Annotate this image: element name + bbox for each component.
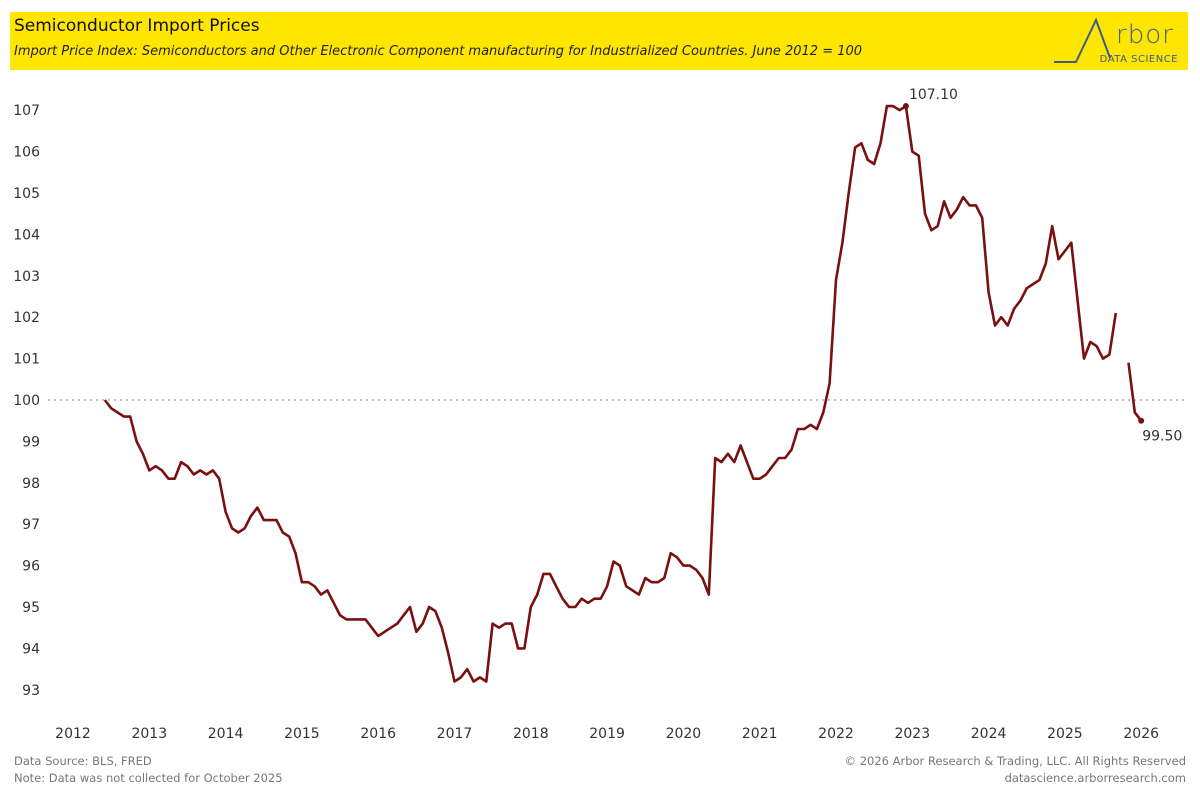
series-segment (103, 104, 1118, 683)
annotation-label: 99.50 (1142, 429, 1182, 445)
x-tick-label: 2019 (589, 726, 625, 742)
y-tick-label: 107 (13, 103, 40, 119)
x-tick-label: 2021 (742, 726, 778, 742)
x-tick-label: 2020 (666, 726, 702, 742)
y-tick-label: 103 (13, 269, 40, 285)
x-tick-label: 2018 (513, 726, 549, 742)
y-tick-label: 100 (13, 393, 40, 409)
y-tick-label: 97 (22, 517, 40, 533)
header-banner: Semiconductor Import Prices Import Price… (10, 12, 1188, 70)
x-tick-label: 2024 (971, 726, 1007, 742)
arbor-logo-mark-icon (1054, 17, 1111, 63)
x-tick-label: 2023 (894, 726, 930, 742)
y-tick-label: 101 (13, 352, 40, 368)
y-tick-label: 105 (13, 186, 40, 202)
chart-subtitle: Import Price Index: Semiconductors and O… (14, 44, 863, 59)
chart-title: Semiconductor Import Prices (14, 16, 260, 36)
y-tick-label: 106 (13, 145, 40, 161)
x-tick-label: 2022 (818, 726, 854, 742)
logo-tagline: DATA SCIENCE (1099, 54, 1178, 65)
x-tick-label: 2015 (284, 726, 320, 742)
x-tick-label: 2026 (1123, 726, 1159, 742)
y-tick-label: 95 (22, 600, 40, 616)
footer-left: Data Source: BLS, FRED Note: Data was no… (14, 753, 283, 787)
y-tick-label: 99 (22, 434, 40, 450)
series-line (103, 104, 1143, 683)
x-tick-label: 2025 (1047, 726, 1083, 742)
copyright: © 2026 Arbor Research & Trading, LLC. Al… (844, 754, 1186, 768)
y-tick-label: 96 (22, 559, 40, 575)
annotation-marker (902, 103, 909, 110)
x-tick-label: 2016 (360, 726, 396, 742)
logo-word: rbor (1116, 20, 1174, 50)
series-points (104, 105, 1142, 682)
y-tick-label: 104 (13, 227, 40, 243)
footer-right: © 2026 Arbor Research & Trading, LLC. Al… (845, 753, 1186, 787)
data-source: Data Source: BLS, FRED (14, 754, 152, 768)
x-tick-label: 2017 (437, 726, 473, 742)
arbor-logo: rbor DATA SCIENCE (1052, 14, 1182, 68)
y-axis: 107 106 105 104 103 102 101 100 99 98 97 96 95 94 93 (13, 103, 40, 699)
annotations: 107.10 99.50 (902, 87, 1182, 445)
series-segment (1127, 362, 1143, 422)
annotation-label: 107.10 (909, 87, 958, 103)
annotation-marker (1138, 417, 1145, 424)
y-tick-label: 102 (13, 310, 40, 326)
x-tick-label: 2012 (55, 726, 91, 742)
x-tick-label: 2013 (131, 726, 167, 742)
y-tick-label: 94 (22, 641, 40, 657)
x-axis: 2012 2013 2014 2015 2016 2017 2018 2019 2020 2021… (55, 726, 1159, 742)
website-link[interactable]: datascience.arborresearch.com (1004, 771, 1186, 785)
y-tick-label: 98 (22, 476, 40, 492)
y-tick-label: 93 (22, 683, 40, 699)
data-note: Note: Data was not collected for October… (14, 771, 283, 785)
x-tick-label: 2014 (208, 726, 244, 742)
